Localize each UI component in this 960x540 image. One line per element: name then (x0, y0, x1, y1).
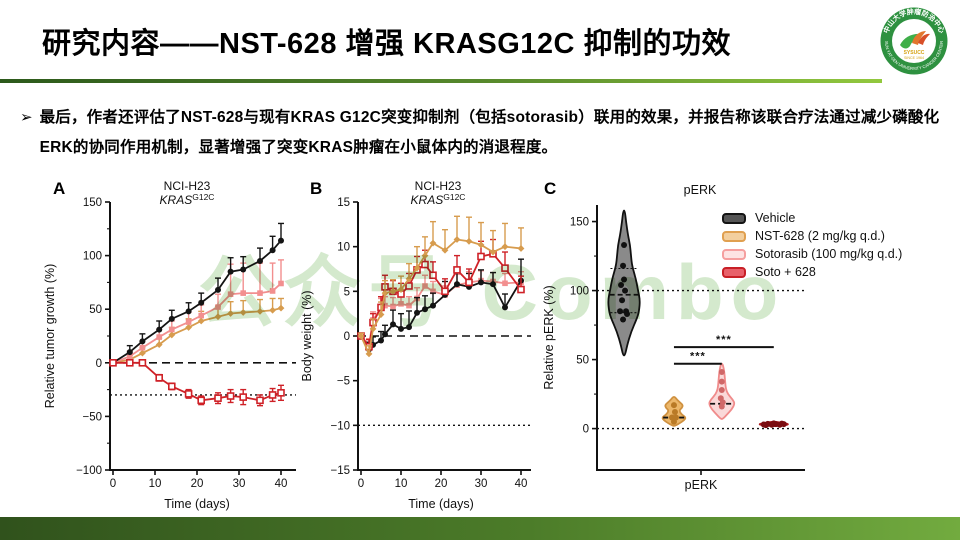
svg-text:10: 10 (395, 478, 408, 490)
violin-Vehicle (607, 209, 641, 357)
axes: 150 100 50 0 (570, 205, 805, 471)
figure-area: A B C 150 100 50 0 −50 −100 Relative tumor gro… (0, 178, 960, 518)
svg-text:100: 100 (570, 286, 589, 298)
chart-title: NCI-H23 (415, 179, 462, 193)
svg-text:−10: −10 (330, 420, 350, 432)
svg-text:40: 40 (515, 478, 528, 490)
bullet-text: 最后，作者还评估了NST-628与现有KRAS G12C突变抑制剂（包括soto… (39, 109, 940, 157)
svg-text:−50: −50 (82, 411, 102, 423)
legend-label: Sotorasib (100 mg/kg q.d.) (755, 247, 903, 261)
logo-flame-shape-1 (912, 31, 926, 45)
violin-Soto + 628 (758, 420, 789, 429)
axes: 150 100 50 0 −50 −100 (76, 197, 296, 477)
svg-text:−100: −100 (76, 465, 102, 477)
svg-text:30: 30 (233, 478, 246, 490)
svg-text:50: 50 (89, 304, 102, 316)
legend-label: Vehicle (755, 211, 796, 225)
logo-flame-shape-2 (918, 33, 930, 45)
series-NST-628 (2 mg/kg q.d.) (109, 297, 285, 367)
legend-label: NST-628 (2 mg/kg q.d.) (755, 229, 885, 243)
title-underline (0, 79, 882, 83)
svg-text:10: 10 (337, 242, 350, 254)
svg-text:150: 150 (570, 217, 589, 229)
y-axis-label: Body weight (%) (300, 290, 314, 381)
bullet-paragraph: ➢ 最后，作者还评估了NST-628与现有KRAS G12C突变抑制剂（包括so… (20, 103, 945, 163)
svg-text:40: 40 (275, 478, 288, 490)
x-axis-label: Time (days) (164, 497, 230, 511)
panel-label-a: A (53, 179, 66, 198)
series-Sotorasib (100 mg/kg q.d.) (110, 259, 284, 366)
page-title: 研究内容——NST-628 增强 KRASG12C 抑制的功效 (42, 28, 732, 60)
svg-text:30: 30 (475, 478, 488, 490)
y-axis-label: Relative pERK (%) (542, 285, 556, 389)
y-axis-label: Relative tumor growth (%) (43, 264, 57, 409)
svg-text:5: 5 (344, 286, 350, 298)
svg-text:0: 0 (110, 478, 116, 490)
chart-title: pERK (684, 183, 717, 197)
logo-since-text: SINCE 1964 (904, 56, 924, 60)
org-logo-icon: 中山大学肿瘤防治中心 SUN YAT-SEN UNIVERSITY CANCER… (879, 6, 949, 76)
svg-text:0: 0 (583, 424, 589, 436)
svg-text:150: 150 (83, 197, 102, 209)
svg-text:0: 0 (358, 478, 364, 490)
svg-text:20: 20 (435, 478, 448, 490)
legend-item-2: Sotorasib (100 mg/kg q.d.) (722, 247, 902, 261)
svg-text:20: 20 (191, 478, 204, 490)
legend-swatch-icon (722, 212, 746, 224)
chart-legend: Vehicle NST-628 (2 mg/kg q.d.) Sotorasib (… (722, 211, 902, 283)
svg-text:15: 15 (337, 197, 350, 209)
legend-item-0: Vehicle (722, 211, 902, 225)
svg-text:50: 50 (576, 355, 589, 367)
legend-label: Soto + 628 (755, 265, 816, 279)
chart-subtitle: KRASG12C (160, 192, 215, 207)
legend-item-1: NST-628 (2 mg/kg q.d.) (722, 229, 902, 243)
chart-perk-violin: 150 100 50 0 Relative pERK (%) pERK pERK *** *** (542, 183, 805, 492)
panel-label-c: C (544, 179, 557, 198)
series-Soto + 628 (109, 359, 285, 407)
bullet-marker-icon: ➢ (20, 109, 33, 126)
legend-item-3: Soto + 628 (722, 265, 902, 279)
bottom-bar (0, 517, 960, 540)
chart-subtitle: KRASG12C (411, 192, 466, 207)
svg-text:0: 0 (96, 358, 102, 370)
x-axis-label: pERK (685, 478, 718, 492)
svg-text:−15: −15 (330, 465, 350, 477)
panel-label-b: B (310, 179, 323, 198)
logo-abbr-text: SYSUCC (904, 50, 925, 56)
significance-stars: *** (716, 334, 732, 346)
svg-text:100: 100 (83, 251, 102, 263)
chart-title: NCI-H23 (164, 179, 211, 193)
legend-swatch-icon (722, 266, 746, 278)
svg-text:0: 0 (344, 331, 350, 343)
svg-text:10: 10 (149, 478, 162, 490)
chart-body-weight: 15 10 5 0 −5 −10 −15 Body weight (%) 0 10 20 30 40 Ti… (300, 179, 531, 511)
x-axis-label: Time (days) (408, 497, 474, 511)
violin-Sotorasib (100 mg/kg q.d.) (708, 362, 736, 420)
violin-NST-628 (2 mg/kg q.d.) (661, 395, 687, 427)
significance-stars: *** (690, 351, 706, 363)
svg-text:−5: −5 (337, 376, 350, 388)
legend-swatch-icon (722, 230, 746, 242)
legend-swatch-icon (722, 248, 746, 260)
